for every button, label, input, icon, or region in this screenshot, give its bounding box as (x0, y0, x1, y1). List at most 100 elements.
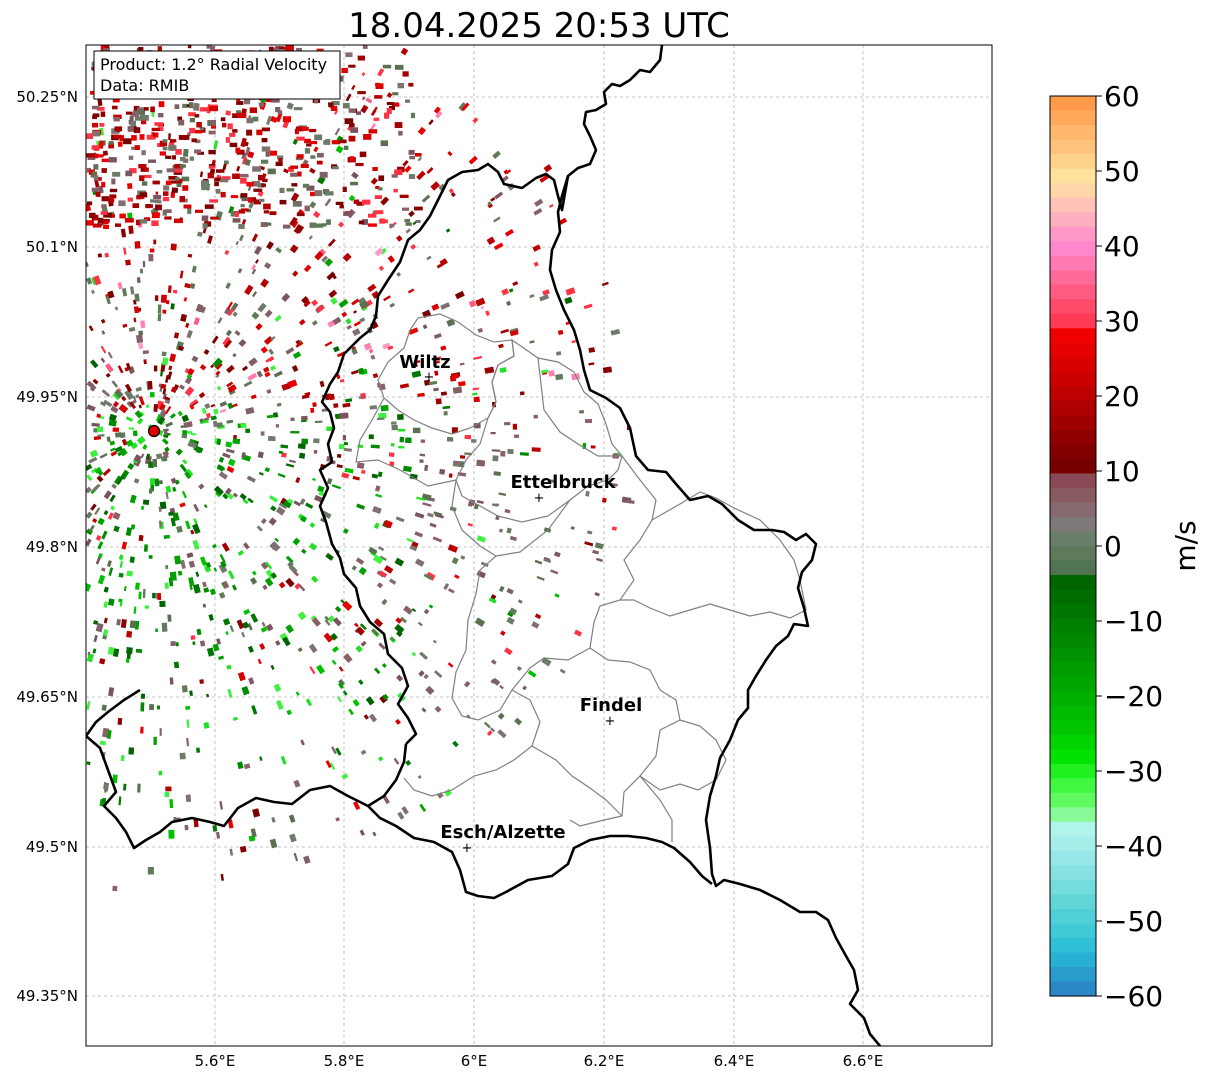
radar-gate (273, 370, 283, 378)
radar-gate (273, 47, 279, 52)
radar-gate (174, 168, 183, 173)
radar-gate (421, 194, 431, 203)
radar-gate (397, 811, 405, 820)
radar-gate (115, 223, 121, 227)
radar-gate (505, 169, 512, 175)
radar-gate (202, 223, 208, 229)
radar-gate (362, 219, 368, 225)
radar-gate (257, 302, 267, 313)
radar-gate (454, 574, 460, 580)
radar-gate (314, 251, 324, 261)
radar-gate (308, 235, 313, 240)
radar-gate (175, 642, 179, 647)
radar-gate (168, 180, 178, 184)
radar-gate (533, 261, 539, 267)
radar-gate (223, 339, 233, 349)
radar-gate (375, 485, 381, 492)
radar-gate (111, 178, 116, 185)
radar-gate (463, 680, 471, 688)
radar-gate (125, 362, 131, 370)
radar-gate (171, 155, 176, 160)
radar-gate (409, 473, 418, 480)
radar-gate (131, 146, 137, 150)
radar-gate (268, 46, 274, 52)
radar-gate (186, 373, 193, 380)
radar-gate (342, 528, 349, 534)
radar-gate (331, 140, 341, 145)
radar-gate (134, 293, 140, 302)
radar-gate (227, 570, 235, 580)
radar-gate (150, 199, 159, 203)
radar-gate (428, 119, 434, 126)
radar-gate (101, 221, 109, 224)
radar-gate (129, 620, 137, 629)
radar-gate (197, 231, 203, 237)
radar-gate (153, 404, 158, 412)
radar-gate (601, 281, 609, 287)
radar-gate (372, 554, 384, 565)
radar-gate (86, 653, 94, 663)
radar-gate (158, 480, 163, 485)
canton-diekirch (455, 338, 623, 523)
radar-gate (224, 250, 230, 256)
radar-gate (216, 169, 225, 173)
radar-gate (244, 98, 251, 105)
radar-gate (239, 845, 247, 853)
radar-gate (202, 227, 207, 234)
radar-gate (207, 172, 214, 179)
radar-gate (476, 535, 486, 543)
radar-gate (328, 289, 338, 298)
radar-gate (297, 647, 303, 653)
radar-gate (588, 362, 595, 366)
radar-gate (283, 168, 289, 174)
radar-gate (177, 345, 185, 351)
radar-gate (193, 317, 200, 326)
radar-gate (342, 186, 347, 192)
radar-gate (509, 329, 519, 337)
x-tick-label: 5.8°E (324, 1052, 365, 1070)
radar-gate (363, 134, 372, 140)
radar-gate (460, 555, 466, 560)
radar-gate (414, 360, 421, 364)
radar-gate (356, 626, 365, 636)
x-axis-ticks: 5.6°E 5.8°E 6°E 6.2°E 6.4°E 6.6°E (195, 1052, 884, 1070)
radar-gate (294, 128, 299, 135)
radar-gate (361, 96, 366, 101)
radar-gate (330, 106, 338, 111)
radar-gate (338, 298, 349, 308)
radar-gate (279, 187, 285, 193)
radar-gate (330, 632, 338, 641)
radar-gate (437, 792, 444, 799)
radar-gate (180, 424, 186, 429)
radar-gate (239, 493, 247, 501)
radar-gate (146, 453, 150, 460)
radar-gate (138, 534, 144, 542)
radar-gate (198, 483, 205, 490)
colorbar-segment (1050, 197, 1096, 213)
radar-gate (232, 492, 238, 498)
radar-gate (263, 335, 274, 345)
radar-gate (447, 662, 454, 668)
radar-gate (150, 106, 155, 113)
radar-gate (431, 303, 440, 311)
radar-gate (373, 618, 384, 628)
radar-gate (293, 500, 301, 507)
radar-gate (379, 555, 387, 561)
radar-gate (446, 436, 454, 442)
radar-gate (399, 616, 408, 624)
radar-gate (170, 517, 176, 527)
radar-gate (138, 404, 142, 409)
radar-gate (170, 243, 177, 251)
radar-gate (448, 188, 454, 194)
radar-gate (459, 362, 465, 366)
radar-gate (248, 645, 254, 653)
radar-gate (331, 101, 340, 106)
radar-gate (490, 727, 496, 733)
radar-gate (191, 265, 197, 273)
radar-gate (382, 64, 392, 69)
radar-gate (93, 620, 99, 625)
radar-gate (224, 160, 229, 164)
radar-gate (395, 630, 403, 638)
city-label: Esch/Alzette (440, 822, 565, 843)
colorbar-segment (1050, 850, 1096, 866)
